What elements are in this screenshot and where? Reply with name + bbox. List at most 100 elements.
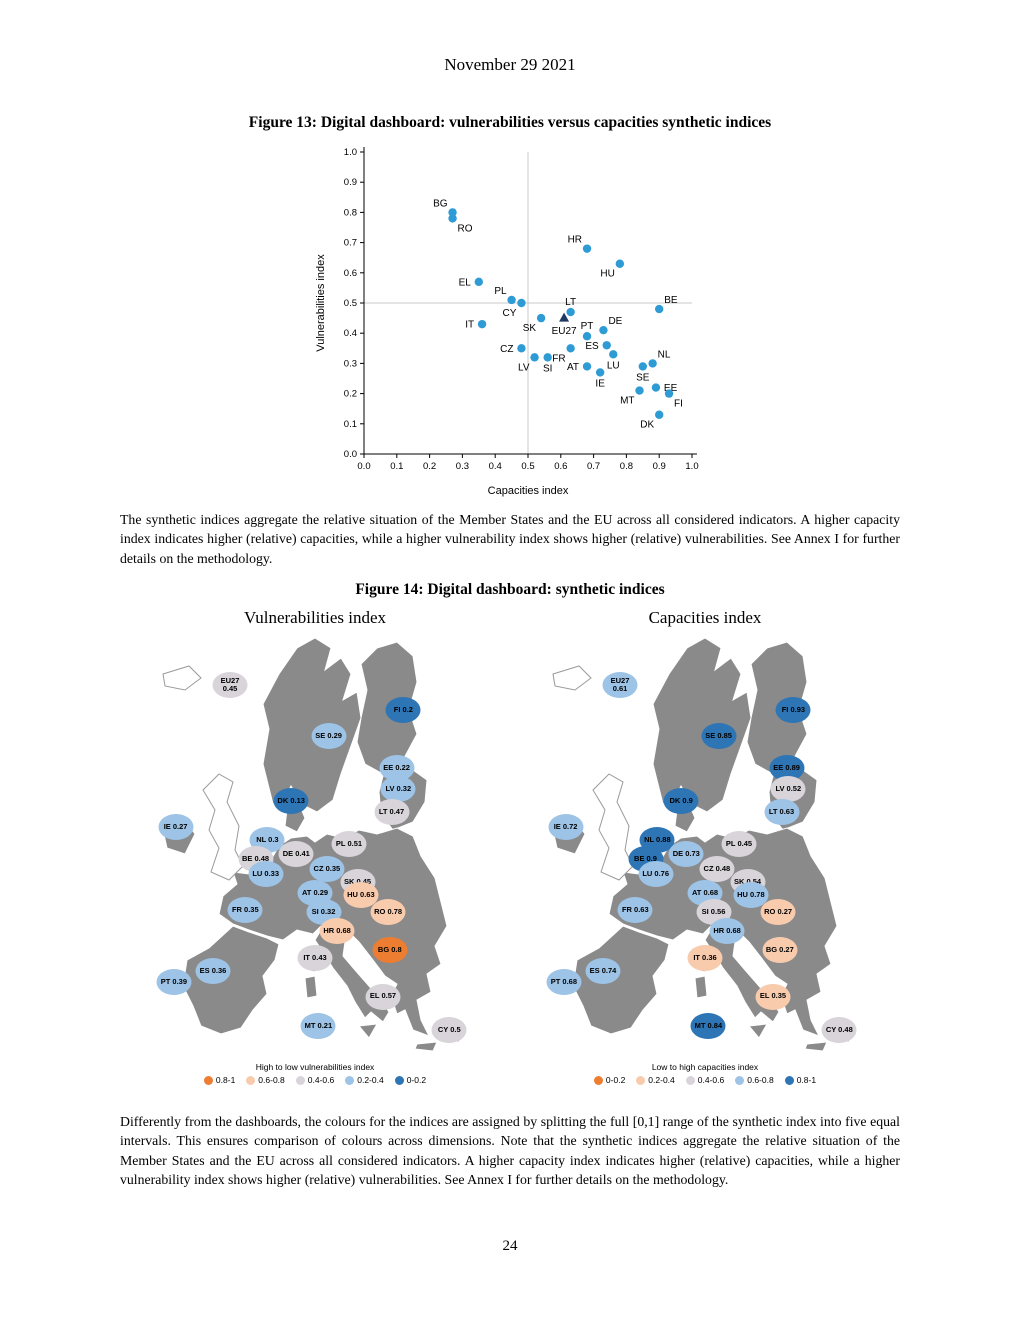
x-tick-label: 0.6 [554, 461, 567, 472]
scatter-point-AT [582, 362, 592, 371]
scatter-point-FI [664, 389, 674, 398]
legend-row: 0.8-1 0.6-0.8 0.4-0.6 0.2-0.4 0-0.2 [203, 1075, 427, 1085]
scatter-point-DK [655, 410, 664, 419]
map-bubble-DE: DE 0.41 [278, 841, 314, 868]
figure14-title: Figure 14: Digital dashboard: synthetic … [355, 581, 665, 598]
legend-item: 0.6-0.8 [735, 1075, 774, 1085]
figure13-chart-area: 0.0 0.0 0.1 0.1 0.2 0.2 0.3 0.3 0.4 0.4 0.5 0.5 0.6 0… [0, 140, 1020, 507]
date-header: November 29 2021 [444, 55, 576, 74]
scatter-label-EU27: EU27 [552, 326, 577, 337]
scatter-label-CZ: CZ [500, 344, 513, 355]
scatter-label-DE: DE [608, 316, 622, 327]
page-number: 24 [502, 1238, 518, 1254]
map-bubble-LU: LU 0.76 [638, 860, 674, 887]
x-tick-label: 0.8 [620, 461, 633, 472]
figure13-caption: The synthetic indices aggregate the rela… [120, 512, 900, 566]
legend-item: 0.8-1 [784, 1075, 817, 1085]
legend-label: 0.6-0.8 [258, 1075, 285, 1085]
scatter-label-SE: SE [636, 372, 650, 383]
map-bubble-LT: LT 0.63 [764, 799, 799, 826]
scatter-label-SI: SI [543, 363, 552, 374]
y-tick-label: 0.9 [344, 177, 357, 188]
scatter-label-EE: EE [664, 383, 678, 394]
capacities-bubbles: EU27 0.61 FI 0.93 SE 0.85 EE 0.89 LV 0.52 LT … [535, 634, 875, 1058]
vulnerabilities-legend: High to low vulnerabilities index 0.8-1 0… [203, 1062, 427, 1085]
legend-title: High to low vulnerabilities index [255, 1062, 375, 1072]
legend-color-dot [784, 1075, 794, 1085]
legend-label: 0.8-1 [796, 1075, 817, 1085]
scatter-point-IE [595, 368, 605, 377]
y-tick-label: 0.5 [344, 298, 357, 309]
scatter-point-IT [477, 319, 487, 329]
legend-label: 0.2-0.4 [648, 1075, 675, 1085]
y-axis-title: Vulnerabilities index [315, 254, 327, 352]
map-bubble-IT: IT 0.43 [297, 945, 333, 972]
capacities-legend: Low to high capacities index 0-0.2 0.2-0.… [593, 1062, 817, 1085]
map-bubble-BG: BG 0.8 [372, 936, 408, 963]
x-tick-label: 0.3 [456, 461, 469, 472]
map-panel-capacities: Capacities index EU27 0.61 FI 0.93 SE 0.85… [510, 608, 900, 1085]
map-bubble-EU27: EU27 0.45 [212, 671, 248, 698]
map-title-capacities: Capacities index [648, 608, 762, 627]
legend-label: 0.4-0.6 [307, 1075, 335, 1085]
scatter-point-SE [638, 362, 647, 371]
scatter-label-AT: AT [567, 362, 579, 373]
legend-color-dot [203, 1075, 213, 1085]
legend-item: 0.4-0.6 [685, 1075, 724, 1085]
scatter-point-NL [648, 359, 657, 368]
scatter-point-LV [530, 353, 539, 362]
x-tick-label: 0.5 [521, 461, 534, 472]
legend-item: 0.4-0.6 [295, 1075, 335, 1085]
scatter-label-NL: NL [658, 349, 671, 360]
scatter-point-ES [602, 341, 611, 350]
scatter-point-HU [615, 259, 625, 268]
scatter-point-BG [448, 208, 457, 217]
map-bubble-PL: PL 0.45 [721, 830, 757, 857]
scatter-point-HR [582, 244, 592, 253]
y-tick-label: 0.4 [344, 328, 357, 339]
scatter-label-EL: EL [459, 277, 472, 288]
map-bubble-LV: LV 0.52 [770, 775, 806, 802]
map-bubble-IE: IE 0.27 [158, 813, 194, 840]
scatter-label-SK: SK [523, 323, 537, 334]
legend-label: 0.2-0.4 [357, 1075, 384, 1085]
scatter-label-RO: RO [458, 223, 473, 234]
map-bubble-EL: EL 0.57 [365, 983, 401, 1010]
x-tick-label: 0.2 [423, 461, 436, 472]
map-bubble-BG: BG 0.27 [762, 936, 798, 963]
scatter-plot: 0.00.0 0.1 0.1 0.2 0.2 0.3 0.3 0.4 0.4 0.5 0.5 0.6 0… [315, 147, 699, 497]
map-bubble-FI: FI 0.93 [775, 697, 811, 724]
map-bubble-MT: MT 0.84 [690, 1013, 726, 1040]
y-tick-label: 0.7 [344, 238, 357, 249]
scatter-point-EL [474, 277, 483, 287]
scatter-point-SK [536, 313, 546, 323]
map-bubble-CZ: CZ 0.35 [309, 856, 345, 883]
x-tick-label: 0.9 [653, 461, 666, 472]
x-tick-label: 1.0 [685, 461, 698, 472]
y-tick-label: 0.3 [344, 358, 357, 369]
scatter-point-MT [635, 386, 644, 395]
legend-title: Low to high capacities index [651, 1062, 759, 1072]
legend-color-dot [246, 1075, 256, 1085]
legend-color-dot [295, 1075, 305, 1085]
map-bubble-HU: HU 0.63 [343, 881, 379, 908]
scatter-label-CY: CY [503, 308, 517, 319]
scatter-label-LV: LV [518, 362, 530, 373]
scatter-point-DE [599, 325, 608, 335]
legend-color-dot [636, 1075, 646, 1085]
map-bubble-ES: ES 0.36 [195, 958, 231, 985]
x-tick-label: 0.1 [390, 461, 403, 472]
scatter-label-LT: LT [565, 297, 576, 308]
legend-label: 0.8-1 [215, 1075, 236, 1085]
scatter-label-BE: BE [664, 295, 678, 306]
scatter-point-LT [566, 307, 575, 317]
scatter-point-PL [507, 295, 516, 305]
legend-item: 0.6-0.8 [246, 1075, 285, 1085]
legend-item: 0.2-0.4 [636, 1075, 675, 1085]
capacities-map: EU27 0.61 FI 0.93 SE 0.85 EE 0.89 LV 0.52 LT … [535, 634, 875, 1058]
map-bubble-MT: MT 0.21 [300, 1013, 336, 1040]
legend-label: 0-0.2 [406, 1075, 427, 1085]
map-bubble-IT: IT 0.36 [687, 945, 723, 972]
figure13-title: Figure 13: Digital dashboard: vulnerabil… [248, 114, 772, 131]
x-tick-label: 0.7 [587, 461, 600, 472]
